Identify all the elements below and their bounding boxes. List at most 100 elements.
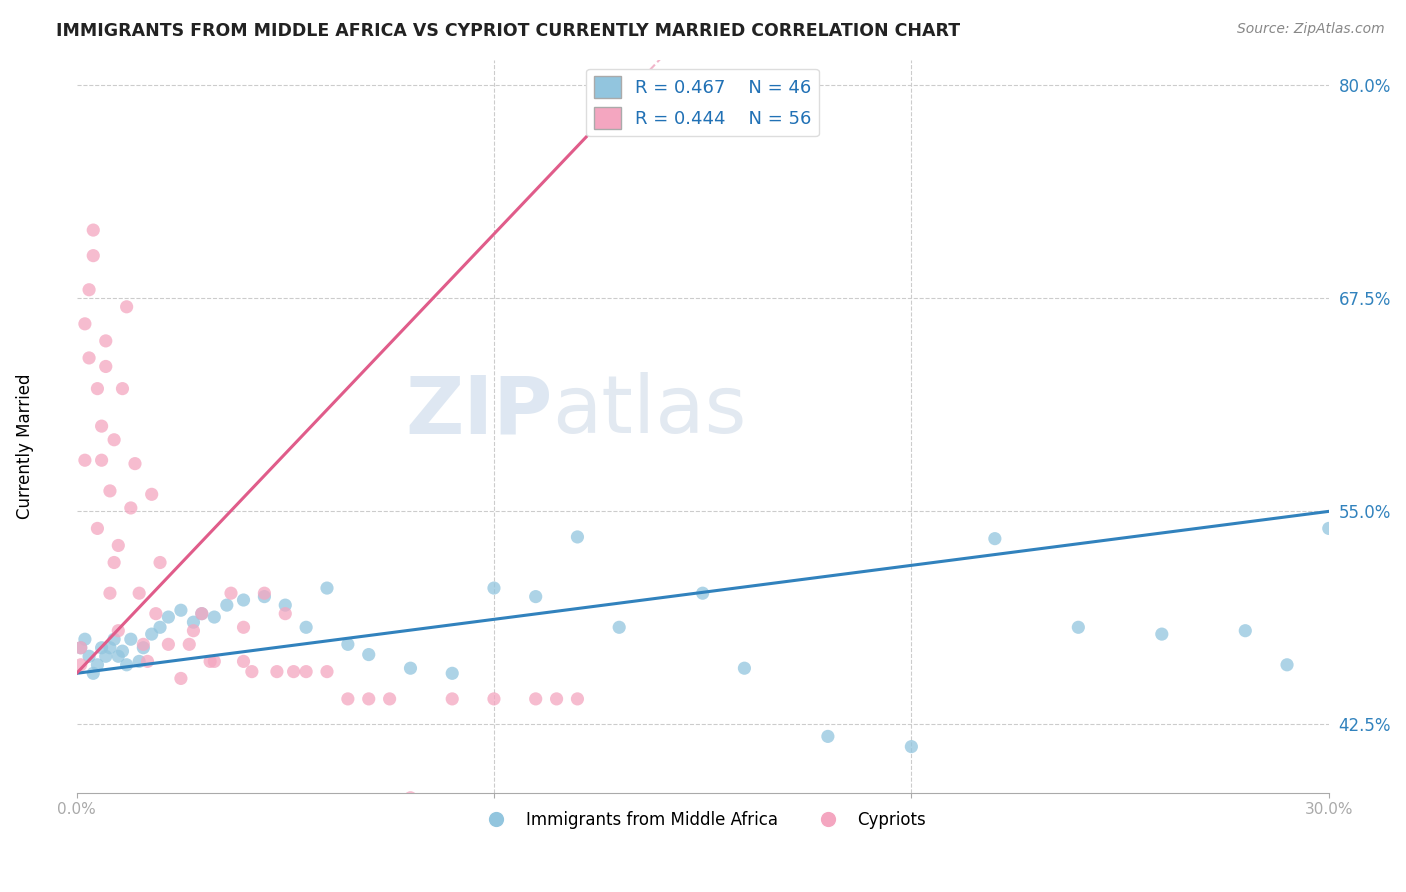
Point [1317,521,1340,535]
Point [77,649,100,664]
Point [141,487,163,501]
Point [86,657,108,672]
Point [567,692,589,706]
Point [399,661,422,675]
Point [378,692,401,706]
Point [157,637,180,651]
Point [111,644,134,658]
Point [77,351,100,365]
Point [546,692,568,706]
Point [103,433,125,447]
Point [198,654,221,668]
Point [120,632,142,647]
Point [482,581,505,595]
Point [170,672,193,686]
Point [607,620,630,634]
Point [107,649,129,664]
Point [128,654,150,668]
Point [215,598,238,612]
Point [179,637,201,651]
Point [145,607,167,621]
Point [692,586,714,600]
Point [817,730,839,744]
Point [336,692,359,706]
Point [283,665,305,679]
Text: atlas: atlas [553,373,747,450]
Point [94,649,117,664]
Point [90,419,112,434]
Point [107,624,129,638]
Point [316,581,339,595]
Point [191,607,214,621]
Point [274,598,297,612]
Point [136,654,159,668]
Point [69,657,91,672]
Point [399,790,422,805]
Point [232,593,254,607]
Point [1234,624,1257,638]
Point [111,382,134,396]
Point [120,500,142,515]
Point [1275,657,1298,672]
Point [94,359,117,374]
Point [77,283,100,297]
Point [73,453,96,467]
Point [149,620,172,634]
Point [900,739,922,754]
Point [441,666,464,681]
Point [90,453,112,467]
Point [132,637,155,651]
Point [183,615,205,630]
Point [524,590,547,604]
Point [98,640,121,655]
Point [202,654,225,668]
Point [73,317,96,331]
Point [82,223,104,237]
Point [567,530,589,544]
Point [98,586,121,600]
Text: Source: ZipAtlas.com: Source: ZipAtlas.com [1237,22,1385,37]
Point [219,586,242,600]
Point [82,666,104,681]
Point [170,603,193,617]
Point [69,640,91,655]
Point [86,521,108,535]
Point [316,665,339,679]
Point [82,249,104,263]
Point [183,624,205,638]
Text: ZIP: ZIP [405,373,553,450]
Point [107,539,129,553]
Point [253,590,276,604]
Point [157,610,180,624]
Point [86,382,108,396]
Point [191,607,214,621]
Point [94,334,117,348]
Point [357,692,380,706]
Point [232,620,254,634]
Point [336,637,359,651]
Point [98,483,121,498]
Point [69,640,91,655]
Point [90,640,112,655]
Point [1150,627,1173,641]
Point [274,607,297,621]
Text: Currently Married: Currently Married [17,373,34,519]
Point [1067,620,1090,634]
Point [984,532,1007,546]
Point [141,627,163,641]
Point [115,657,138,672]
Point [357,648,380,662]
Point [115,300,138,314]
Point [103,556,125,570]
Point [733,661,755,675]
Point [128,586,150,600]
Point [524,692,547,706]
Point [232,654,254,668]
Point [124,457,146,471]
Point [132,640,155,655]
Point [149,556,172,570]
Text: IMMIGRANTS FROM MIDDLE AFRICA VS CYPRIOT CURRENTLY MARRIED CORRELATION CHART: IMMIGRANTS FROM MIDDLE AFRICA VS CYPRIOT… [56,22,960,40]
Point [441,692,464,706]
Point [202,610,225,624]
Point [240,665,263,679]
